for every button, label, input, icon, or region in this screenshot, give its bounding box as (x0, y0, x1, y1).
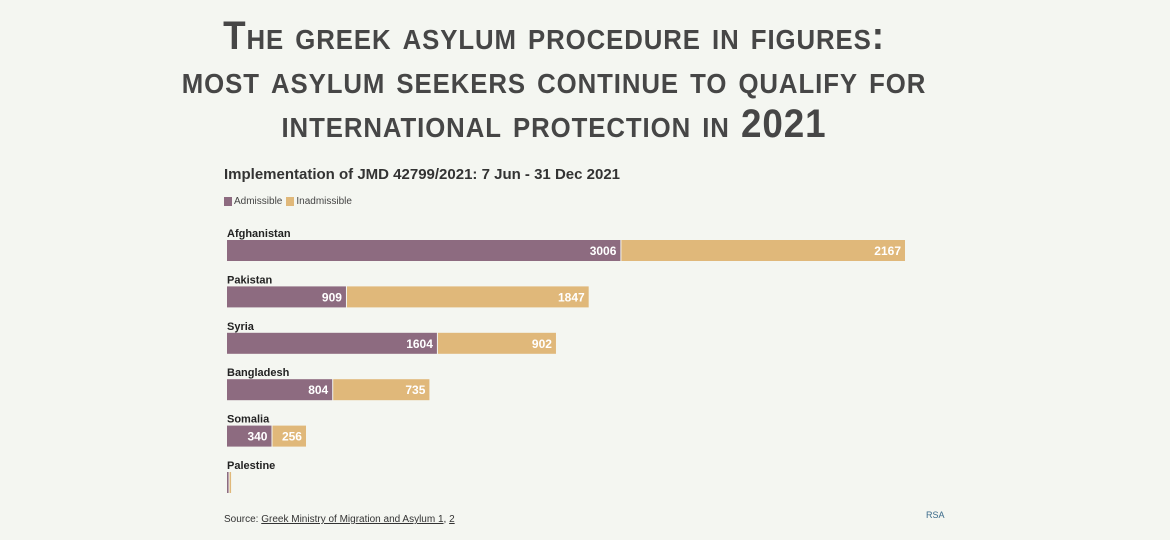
data-label: 2167 (874, 244, 901, 258)
chart-title: Implementation of JMD 42799/2021: 7 Jun … (224, 166, 620, 183)
bar-inadmissible (346, 286, 589, 308)
data-label: 909 (322, 290, 342, 304)
category-label: Somalia (227, 414, 270, 426)
data-label: 804 (308, 383, 328, 397)
data-label: 735 (405, 383, 425, 397)
data-label: 1604 (406, 337, 433, 351)
bar-inadmissible (333, 379, 430, 401)
title-line-2: most asylum seekers continue to qualify … (181, 58, 927, 102)
category-label: Palestine (227, 460, 275, 472)
legend-swatch-inadmissible (286, 196, 295, 206)
category-label: Syria (227, 321, 255, 333)
legend: Admissible Inadmissible (224, 196, 352, 207)
category-label: Pakistan (227, 274, 273, 286)
bar-admissible (227, 286, 346, 308)
category-label: Afghanistan (227, 228, 291, 240)
source-note: Source: Greek Ministry of Migration and … (224, 514, 455, 525)
data-label: 902 (532, 337, 552, 351)
bar-inadmissible (621, 240, 905, 261)
legend-label: Inadmissible (296, 196, 352, 207)
category-label: Bangladesh (227, 367, 290, 379)
source-label: Source: (224, 514, 259, 525)
source-link-2[interactable]: 2 (449, 514, 455, 525)
data-label: 3006 (590, 244, 617, 258)
source-sep: , (443, 514, 450, 525)
legend-inadmissible: Inadmissible (286, 196, 352, 207)
bar-inadmissible (437, 332, 556, 354)
bar-admissible (227, 332, 437, 354)
title-line-1: The greek asylum procedure in figures: (223, 14, 885, 58)
bar-admissible (227, 472, 229, 493)
legend-swatch-admissible (224, 196, 232, 206)
bar-inadmissible (272, 425, 306, 447)
bar-admissible (227, 425, 272, 447)
page-title: The greek asylum procedure in figures: m… (44, 14, 1063, 146)
bar-inadmissible (229, 472, 232, 493)
bar-admissible (227, 240, 621, 261)
bar-admissible (227, 379, 333, 401)
legend-admissible: Admissible (224, 196, 282, 207)
legend-label: Admissible (234, 196, 283, 207)
source-link-1[interactable]: Greek Ministry of Migration and Asylum 1 (261, 514, 444, 525)
rsa-logo: RSA (926, 510, 945, 520)
data-label: 1847 (558, 290, 585, 304)
title-line-3: international protection in 2021 (281, 102, 827, 146)
data-label: 340 (247, 430, 267, 444)
data-label: 256 (282, 430, 302, 444)
